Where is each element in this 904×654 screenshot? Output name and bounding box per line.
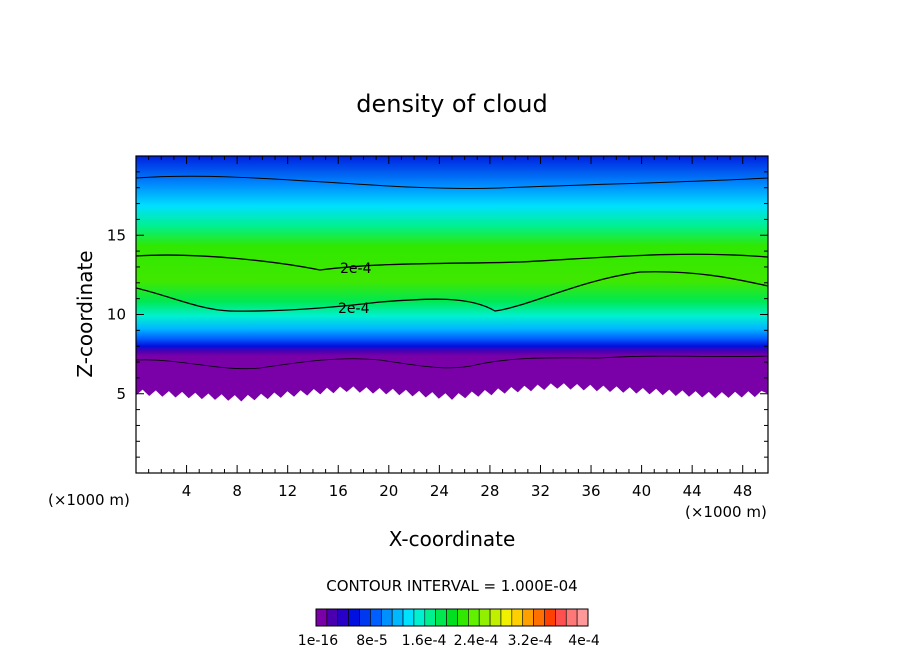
- contour-label-upper: 2e-4: [340, 261, 372, 277]
- contour-interval-label: CONTOUR INTERVAL = 1.000E-04: [326, 577, 577, 595]
- x-axis-ticks: 4 8 12 16 20 24 28 32 36 40 44 48: [148, 156, 756, 500]
- y-axis-ticks: 5 10 15: [107, 171, 768, 458]
- colorbar-swatch: [326, 608, 339, 627]
- colorbar-swatch: [511, 608, 524, 627]
- colorbar-swatch: [544, 608, 556, 627]
- colorbar-swatch: [315, 608, 328, 627]
- colorbar-swatch: [500, 608, 513, 627]
- y-tick-label: 5: [116, 385, 126, 403]
- x-unit-label-left: (×1000 m): [48, 491, 130, 509]
- contour-line-top: [136, 175, 768, 189]
- chart-title: density of cloud: [356, 90, 547, 118]
- x-tick-label: 8: [232, 482, 242, 500]
- colorbar-swatch: [359, 608, 371, 627]
- colorbar-swatch: [565, 608, 578, 627]
- colorbar-swatch: [522, 608, 534, 627]
- colorbar-tick-label: 8e-5: [356, 633, 387, 649]
- x-tick-label: 40: [632, 482, 651, 500]
- contour-line-base: [136, 355, 768, 370]
- x-unit-label-right: (×1000 m): [685, 503, 767, 521]
- x-tick-label: 44: [683, 482, 702, 500]
- x-tick-label: 48: [733, 482, 752, 500]
- x-axis-title: X-coordinate: [389, 527, 516, 551]
- colorbar-swatch: [533, 608, 545, 627]
- x-tick-label: 28: [480, 482, 499, 500]
- x-tick-label: 32: [531, 482, 550, 500]
- colorbar-swatch: [337, 608, 349, 627]
- colorbar-swatch: [457, 608, 469, 627]
- colorbar-swatch: [468, 608, 480, 627]
- cloud-base-edge: [136, 383, 768, 473]
- colorbar-swatch: [435, 608, 447, 627]
- contour-label-lower: 2e-4: [338, 301, 370, 317]
- colorbar-swatch: [576, 608, 589, 627]
- contour-line-upper: [136, 253, 768, 271]
- colorbar-tick-labels: 1e-16 8e-5 1.6e-4 2.4e-4 3.2e-4 4e-4: [298, 633, 600, 649]
- colorbar-swatch: [424, 608, 436, 627]
- x-tick-label: 36: [581, 482, 600, 500]
- colorbar-tick-label: 3.2e-4: [508, 633, 553, 649]
- y-axis-title: Z-coordinate: [73, 250, 97, 377]
- colorbar-frame: [315, 608, 589, 627]
- x-tick-label: 20: [379, 482, 398, 500]
- colorbar-swatch: [370, 608, 382, 627]
- colorbar-swatch: [402, 608, 415, 627]
- colorbar-swatch: [391, 608, 404, 627]
- contour-field: [136, 156, 768, 473]
- colorbar-tick-label: 1e-16: [298, 633, 338, 649]
- x-tick-label: 16: [329, 482, 348, 500]
- x-tick-label: 4: [182, 482, 192, 500]
- x-tick-label: 12: [278, 482, 297, 500]
- colorbar-swatch: [489, 608, 502, 627]
- colorbar-swatch: [413, 608, 426, 627]
- colorbar-tick-label: 1.6e-4: [402, 633, 447, 649]
- y-tick-label: 15: [107, 226, 126, 244]
- contour-line-lower: [136, 271, 768, 312]
- colorbar-tick-label: 4e-4: [568, 633, 600, 649]
- colorbar-swatch: [555, 608, 567, 627]
- y-tick-label: 10: [107, 306, 126, 324]
- colorbar-swatch: [348, 608, 360, 627]
- field-fill: [136, 156, 768, 406]
- x-tick-label: 24: [430, 482, 449, 500]
- colorbar: [315, 608, 589, 627]
- colorbar-swatch: [478, 608, 491, 627]
- colorbar-swatch: [380, 608, 393, 627]
- colorbar-swatch: [446, 608, 458, 627]
- colorbar-tick-label: 2.4e-4: [454, 633, 499, 649]
